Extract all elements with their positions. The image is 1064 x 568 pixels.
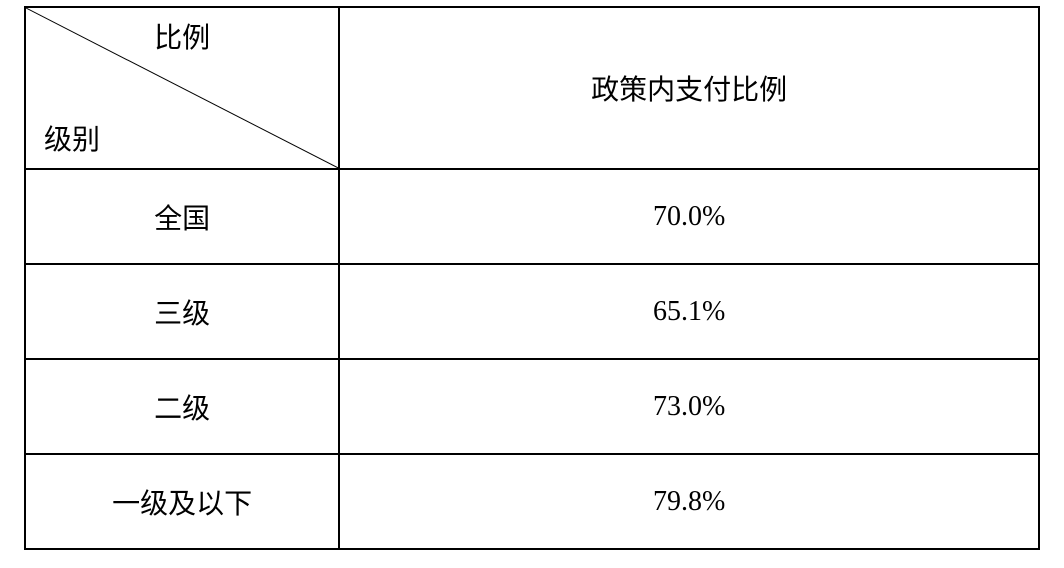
diagonal-cell-wrapper: 比例 级别	[26, 8, 338, 168]
table-row: 二级 73.0%	[25, 359, 1039, 454]
cell-level: 三级	[25, 264, 339, 359]
payment-ratio-table: 比例 级别 政策内支付比例 全国 70.0% 三级 65.1% 二级 73.0%	[24, 6, 1040, 550]
column-header-ratio: 政策内支付比例	[339, 7, 1039, 169]
table-row: 一级及以下 79.8%	[25, 454, 1039, 549]
cell-level: 二级	[25, 359, 339, 454]
cell-ratio: 79.8%	[339, 454, 1039, 549]
diagonal-header-cell: 比例 级别	[25, 7, 339, 169]
table-header-row: 比例 级别 政策内支付比例	[25, 7, 1039, 169]
cell-ratio: 65.1%	[339, 264, 1039, 359]
cell-level: 全国	[25, 169, 339, 264]
header-top-label: 比例	[26, 16, 338, 56]
header-bottom-label: 级别	[44, 118, 100, 158]
table-row: 全国 70.0%	[25, 169, 1039, 264]
cell-ratio: 73.0%	[339, 359, 1039, 454]
table-row: 三级 65.1%	[25, 264, 1039, 359]
cell-ratio: 70.0%	[339, 169, 1039, 264]
payment-ratio-table-container: 比例 级别 政策内支付比例 全国 70.0% 三级 65.1% 二级 73.0%	[24, 6, 1040, 550]
cell-level: 一级及以下	[25, 454, 339, 549]
